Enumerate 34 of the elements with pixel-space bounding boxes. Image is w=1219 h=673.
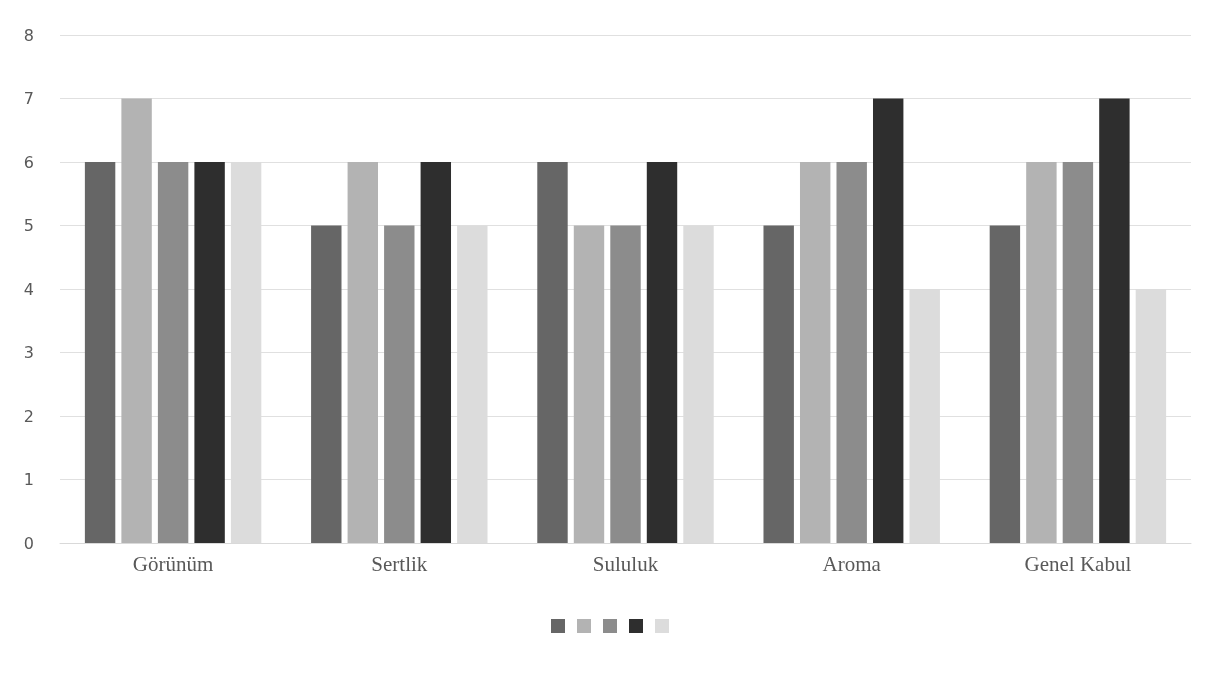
bar: [311, 225, 342, 543]
bar: [194, 162, 225, 543]
bar: [836, 162, 867, 543]
x-tick-label: Sululuk: [592, 551, 659, 576]
bar: [347, 162, 379, 543]
y-tick-label: 3: [23, 343, 34, 362]
y-tick-label: 5: [23, 216, 34, 235]
bar: [989, 225, 1021, 543]
y-tick-label: 6: [23, 152, 34, 172]
y-tick-label: 1: [23, 470, 34, 489]
bar: [121, 98, 152, 543]
bar: [84, 162, 116, 543]
bar: [763, 225, 794, 543]
bar: [646, 162, 678, 543]
y-tick-label: 7: [23, 89, 34, 108]
bar: [799, 162, 831, 543]
bar: [157, 162, 189, 543]
bar: [610, 225, 641, 543]
bar: [573, 225, 605, 543]
bar: [384, 225, 415, 543]
x-tick-label: Sertlik: [371, 551, 428, 576]
bar: [537, 162, 568, 543]
y-tick-label: 0: [23, 533, 34, 553]
x-tick-label: Genel Kabul: [1024, 551, 1132, 576]
bar: [420, 162, 452, 543]
y-tick-label: 4: [23, 279, 34, 299]
y-tick-label: 2: [23, 406, 34, 426]
bar: [872, 98, 904, 543]
bar: [1099, 98, 1130, 543]
x-tick-label: Görünüm: [132, 551, 214, 576]
bar: [1062, 162, 1094, 543]
y-tick-label: 8: [23, 25, 34, 45]
x-tick-label: Aroma: [822, 551, 882, 576]
bar: [1026, 162, 1057, 543]
